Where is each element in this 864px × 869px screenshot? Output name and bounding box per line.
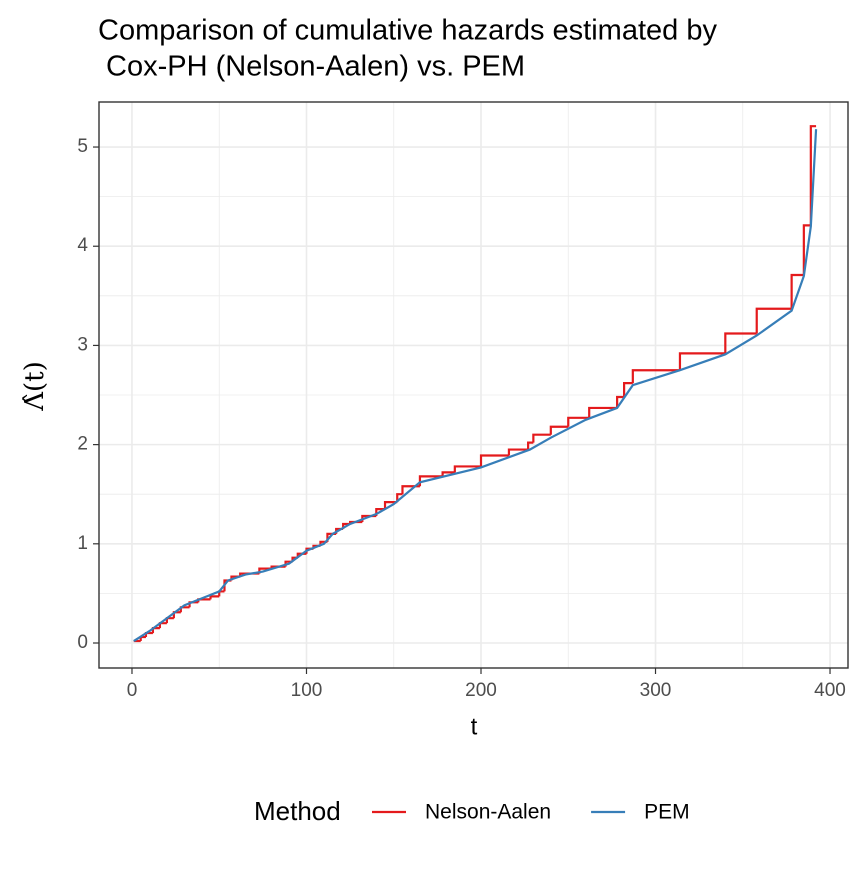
y-tick-label: 4 — [77, 235, 88, 256]
step-segment — [441, 471, 455, 477]
x-axis-title: t — [471, 713, 478, 740]
step-segment — [567, 416, 590, 427]
chart-title: Cox-PH (Nelson-Aalen) vs. PEM — [98, 51, 525, 83]
x-tick-label: 200 — [465, 680, 497, 701]
step-segment — [479, 454, 509, 467]
x-tick-label: 100 — [291, 680, 323, 701]
step-segment — [396, 493, 403, 503]
chart-title: Comparison of cumulative hazards estimat… — [98, 15, 717, 47]
step-segment — [809, 125, 817, 226]
step-segment — [383, 501, 398, 510]
step-segment — [678, 352, 726, 371]
step-segment — [616, 395, 625, 408]
step-segment — [507, 448, 529, 456]
y-tick-label: 1 — [77, 533, 88, 554]
y-axis-title: Λ̂(t) — [20, 361, 50, 412]
x-tick-label: 300 — [640, 680, 672, 701]
step-segment — [453, 465, 482, 473]
legend-label: PEM — [644, 801, 690, 824]
step-segment — [527, 441, 534, 450]
plot-border — [98, 101, 849, 669]
y-tick-label: 5 — [77, 136, 88, 157]
step-segment — [549, 425, 569, 435]
step-segment — [802, 224, 811, 275]
step-segment — [790, 273, 804, 309]
step-segment — [588, 406, 618, 418]
legend: Nelson-Aalen PEM — [372, 801, 690, 824]
x-tick-label: 0 — [127, 680, 138, 701]
step-segment — [532, 433, 551, 443]
step-segment — [724, 332, 757, 354]
x-tick-label: 400 — [814, 680, 846, 701]
step-segment — [755, 307, 792, 334]
legend-title: Method — [254, 796, 341, 826]
step-segment — [631, 369, 680, 384]
y-tick-label: 3 — [77, 334, 88, 355]
y-tick-label: 0 — [77, 632, 88, 653]
step-segment — [623, 382, 633, 398]
step-segment — [209, 595, 220, 600]
line — [133, 129, 818, 642]
legend-label: Nelson-Aalen — [425, 801, 551, 824]
y-tick-label: 2 — [77, 434, 88, 455]
